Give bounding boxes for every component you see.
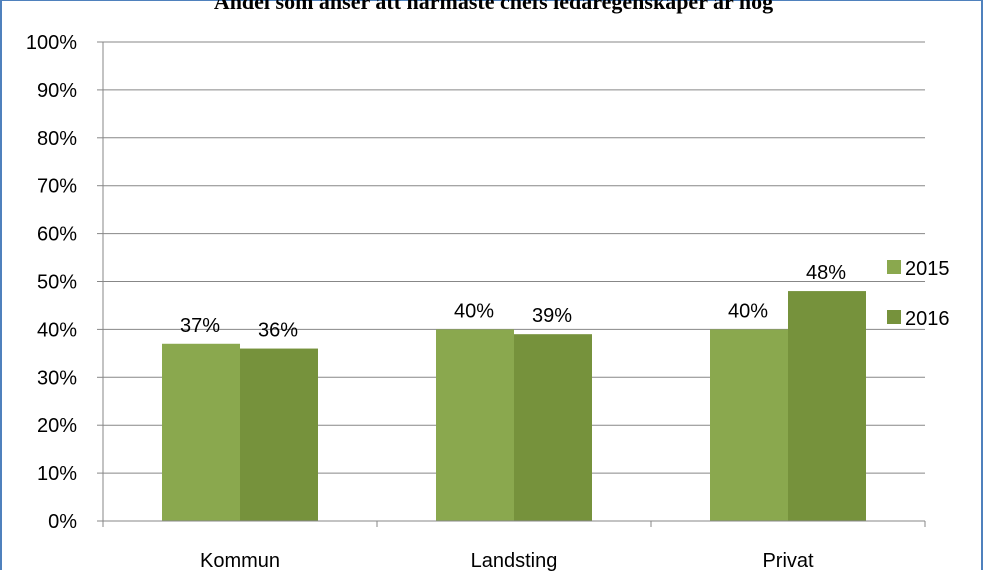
bar-2016-landsting (514, 334, 592, 521)
legend-swatch-2016 (887, 310, 901, 324)
bar-2016-privat (788, 291, 866, 521)
data-label: 40% (454, 300, 494, 322)
y-tick-label: 70% (37, 176, 77, 198)
y-tick-label: 60% (37, 224, 77, 246)
y-tick-label: 10% (37, 463, 77, 485)
bar-2015-kommun (162, 343, 240, 521)
bar-2015-privat (710, 329, 788, 521)
legend-label-2016: 2016 (905, 308, 950, 330)
bar-2015-landsting (436, 329, 514, 521)
y-tick-label: 80% (37, 128, 77, 150)
bar-2016-kommun (240, 348, 318, 521)
y-tick-label: 100% (26, 32, 77, 54)
y-tick-label: 0% (48, 511, 77, 533)
y-tick-label: 50% (37, 272, 77, 294)
legend-label-2015: 2015 (905, 258, 950, 280)
data-label: 48% (806, 262, 846, 284)
data-label: 39% (532, 305, 572, 327)
chart-title: Andel som anser att närmaste chefs ledar… (213, 0, 774, 14)
y-tick-label: 40% (37, 319, 77, 341)
data-label: 37% (180, 315, 220, 337)
y-tick-label: 20% (37, 415, 77, 437)
y-tick-label: 30% (37, 367, 77, 389)
legend-swatch-2015 (887, 260, 901, 274)
data-label: 36% (258, 320, 298, 342)
x-category-label: Privat (762, 550, 814, 571)
x-category-label: Landsting (471, 550, 558, 571)
data-label: 40% (728, 300, 768, 322)
x-category-label: Kommun (200, 550, 280, 571)
y-tick-label: 90% (37, 80, 77, 102)
